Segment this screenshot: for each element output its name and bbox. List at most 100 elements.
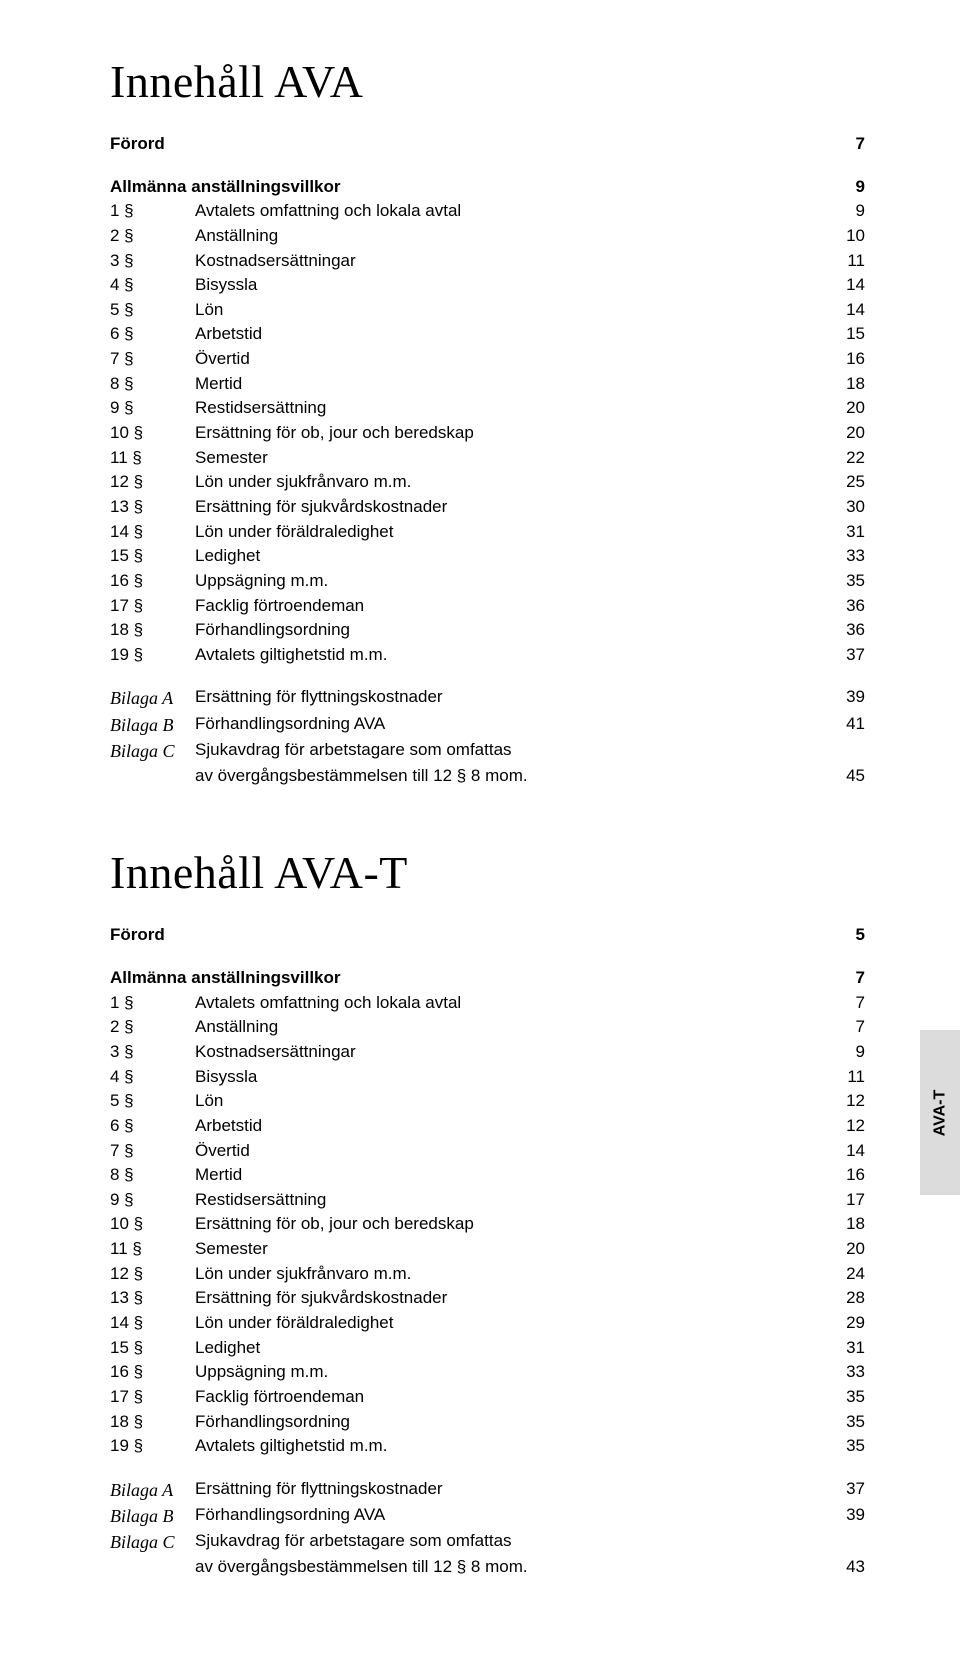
toc-row-number: 19 §	[110, 1434, 195, 1459]
toc-row-page: 37	[825, 643, 865, 668]
toc-item-row: 13 §Ersättning för sjukvårdskostnader30	[110, 495, 865, 520]
toc-row-label: Semester	[195, 1237, 825, 1262]
toc-row-number: 2 §	[110, 224, 195, 249]
toc-row-label: Uppsägning m.m.	[195, 1360, 825, 1385]
toc-item-row: 1 §Avtalets omfattning och lokala avtal7	[110, 991, 865, 1016]
toc-row-label: Anställning	[195, 1015, 825, 1040]
toc-item-row: 18 §Förhandlingsordning35	[110, 1410, 865, 1435]
toc-row-page: 10	[825, 224, 865, 249]
toc-row-number: 16 §	[110, 1360, 195, 1385]
toc-item-row: 3 §Kostnadsersättningar9	[110, 1040, 865, 1065]
toc-item-row: 16 §Uppsägning m.m.33	[110, 1360, 865, 1385]
bilaga-row: av övergångsbestämmelsen till 12 § 8 mom…	[110, 1555, 865, 1580]
toc-row-label: Mertid	[195, 1163, 825, 1188]
forord-block: Förord7	[110, 132, 865, 157]
side-tab: AVA-T	[920, 1030, 960, 1195]
group-heading-row: Allmänna anställningsvillkor9	[110, 175, 865, 200]
bilaga-row: Bilaga CSjukavdrag för arbetstagare som …	[110, 738, 865, 764]
toc-row-label: Facklig förtroendeman	[195, 594, 825, 619]
toc-item-row: 19 §Avtalets giltighetstid m.m.37	[110, 643, 865, 668]
toc-row-page: 41	[825, 712, 865, 738]
bilaga-row: Bilaga AErsättning för flyttningskostnad…	[110, 685, 865, 711]
toc-row-page: 36	[825, 618, 865, 643]
toc-item-row: 11 §Semester22	[110, 446, 865, 471]
toc-item-row: 1 §Avtalets omfattning och lokala avtal9	[110, 199, 865, 224]
toc-row-label: Anställning	[195, 224, 825, 249]
bilaga-row: Bilaga BFörhandlingsordning AVA41	[110, 712, 865, 738]
toc-item-row: 13 §Ersättning för sjukvårdskostnader28	[110, 1286, 865, 1311]
toc-row-label: Arbetstid	[195, 322, 825, 347]
toc-row-page: 15	[825, 322, 865, 347]
toc-row-number: 11 §	[110, 446, 195, 471]
toc-row-page: 20	[825, 421, 865, 446]
toc-row-number: 12 §	[110, 1262, 195, 1287]
toc-row-label: Semester	[195, 446, 825, 471]
toc-row-label: Förhandlingsordning	[195, 1410, 825, 1435]
toc-row-label: av övergångsbestämmelsen till 12 § 8 mom…	[195, 764, 825, 789]
toc-row-number: Förord	[110, 132, 825, 157]
forord-row: Förord7	[110, 132, 865, 157]
toc-row-page: 35	[825, 569, 865, 594]
toc-row-page: 7	[825, 132, 865, 157]
toc-row-label: Restidsersättning	[195, 396, 825, 421]
toc-row-number: 3 §	[110, 1040, 195, 1065]
toc-row-page	[825, 738, 865, 764]
toc-item-row: 7 §Övertid14	[110, 1139, 865, 1164]
bilaga-row: Bilaga AErsättning för flyttningskostnad…	[110, 1477, 865, 1503]
toc-row-page: 39	[825, 1503, 865, 1529]
toc-row-number: 9 §	[110, 396, 195, 421]
toc-row-label: Avtalets giltighetstid m.m.	[195, 1434, 825, 1459]
toc-item-row: 9 §Restidsersättning20	[110, 396, 865, 421]
toc-item-row: 11 §Semester20	[110, 1237, 865, 1262]
toc-row-number: 17 §	[110, 1385, 195, 1410]
toc-row-page: 16	[825, 1163, 865, 1188]
toc-row-number: 10 §	[110, 1212, 195, 1237]
toc-row-page: 43	[825, 1555, 865, 1580]
side-tab-label: AVA-T	[931, 1089, 949, 1136]
toc-row-label: Sjukavdrag för arbetstagare som omfattas	[195, 1529, 825, 1555]
toc-item-row: 12 §Lön under sjukfrånvaro m.m.25	[110, 470, 865, 495]
toc-row-label: Ersättning för sjukvårdskostnader	[195, 495, 825, 520]
toc-row-number: 7 §	[110, 1139, 195, 1164]
toc-row-number: 1 §	[110, 199, 195, 224]
toc-row-number: 15 §	[110, 544, 195, 569]
toc-row-page: 37	[825, 1477, 865, 1503]
toc-item-row: 8 §Mertid18	[110, 372, 865, 397]
toc-item-row: 4 §Bisyssla11	[110, 1065, 865, 1090]
toc-item-row: 14 §Lön under föräldraledighet29	[110, 1311, 865, 1336]
toc-row-page: 14	[825, 298, 865, 323]
toc-row-label: Lön under sjukfrånvaro m.m.	[195, 470, 825, 495]
forord-row: Förord5	[110, 923, 865, 948]
toc-item-row: 10 §Ersättning för ob, jour och beredska…	[110, 421, 865, 446]
toc-row-label: Lön under föräldraledighet	[195, 520, 825, 545]
toc-row-label: Ersättning för sjukvårdskostnader	[195, 1286, 825, 1311]
toc-row-number: 12 §	[110, 470, 195, 495]
toc-row-page: 45	[825, 764, 865, 789]
toc-row-label: Ersättning för ob, jour och beredskap	[195, 421, 825, 446]
toc-item-row: 18 §Förhandlingsordning36	[110, 618, 865, 643]
toc-row-number: 7 §	[110, 347, 195, 372]
toc-row-label: Förhandlingsordning AVA	[195, 712, 825, 738]
toc-row-number: 19 §	[110, 643, 195, 668]
toc-row-number: Bilaga B	[110, 1503, 195, 1529]
toc-item-row: 17 §Facklig förtroendeman36	[110, 594, 865, 619]
toc-row-number: 13 §	[110, 1286, 195, 1311]
toc-row-page: 18	[825, 1212, 865, 1237]
toc-row-number	[110, 764, 195, 789]
toc-row-page: 9	[825, 175, 865, 200]
toc-row-page: 11	[825, 249, 865, 274]
toc-row-page: 31	[825, 520, 865, 545]
toc-row-page: 18	[825, 372, 865, 397]
toc-row-page: 17	[825, 1188, 865, 1213]
toc-row-label: Bisyssla	[195, 1065, 825, 1090]
toc-row-label: Lön under sjukfrånvaro m.m.	[195, 1262, 825, 1287]
toc-row-label: Facklig förtroendeman	[195, 1385, 825, 1410]
toc-item-row: 9 §Restidsersättning17	[110, 1188, 865, 1213]
toc-row-number: 11 §	[110, 1237, 195, 1262]
bilaga-row: av övergångsbestämmelsen till 12 § 8 mom…	[110, 764, 865, 789]
toc-row-number: 5 §	[110, 298, 195, 323]
toc-row-page: 7	[825, 1015, 865, 1040]
toc-item-row: 2 §Anställning10	[110, 224, 865, 249]
toc-row-page: 36	[825, 594, 865, 619]
toc-item-row: 5 §Lön14	[110, 298, 865, 323]
